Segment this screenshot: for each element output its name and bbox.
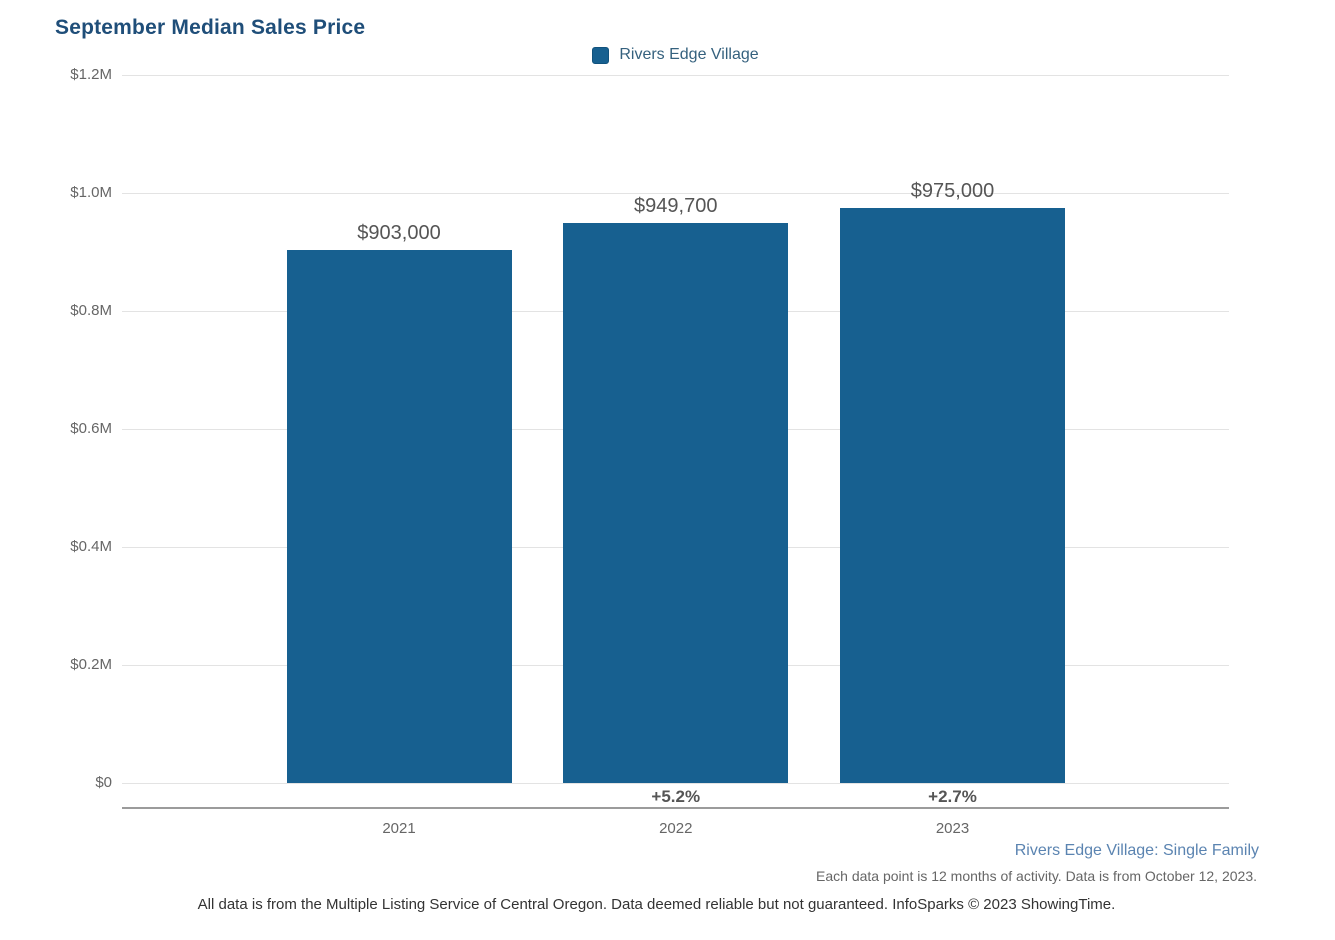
legend-item[interactable]: Rivers Edge Village	[122, 44, 1229, 66]
legend-swatch-icon	[592, 46, 610, 64]
x-tick-label: 2023	[935, 820, 970, 837]
bar-2022[interactable]	[563, 222, 789, 783]
gridline	[122, 783, 1229, 784]
y-tick-label: $0.8M	[70, 302, 112, 319]
footer-series-scope: Rivers Edge Village: Single Family	[1014, 842, 1259, 859]
y-tick-label: $1.0M	[70, 184, 112, 201]
y-tick-label: $0	[95, 774, 112, 791]
y-tick-label: $0.4M	[70, 538, 112, 555]
bar-2023[interactable]	[840, 207, 1065, 783]
bar-2021[interactable]	[286, 250, 512, 783]
chart-title: September Median Sales Price	[55, 16, 366, 39]
bar-value-label: $949,700	[634, 194, 718, 217]
bar-value-label: $975,000	[910, 179, 995, 202]
y-tick-label: $0.2M	[70, 656, 112, 673]
footer-data-note: Each data point is 12 months of activity…	[816, 868, 1257, 884]
bar-value-label: $903,000	[357, 222, 441, 245]
footer-disclaimer: All data is from the Multiple Listing Se…	[197, 896, 1116, 913]
legend-label: Rivers Edge Village	[619, 46, 759, 63]
y-tick-label: $0.6M	[70, 420, 112, 437]
gridline	[122, 75, 1229, 76]
plot-area: $1.2M $1.0M $0.8M $0.6M $0.4M $0.2M $0 $903,000…	[70, 66, 1229, 837]
x-axis-line	[122, 807, 1229, 809]
pct-change-label: +2.7%	[928, 787, 977, 806]
x-tick-label: 2021	[382, 820, 416, 837]
y-tick-label: $1.2M	[70, 66, 112, 83]
gridline	[122, 193, 1229, 194]
pct-change-label: +5.2%	[651, 787, 701, 806]
x-tick-label: 2022	[659, 820, 693, 837]
